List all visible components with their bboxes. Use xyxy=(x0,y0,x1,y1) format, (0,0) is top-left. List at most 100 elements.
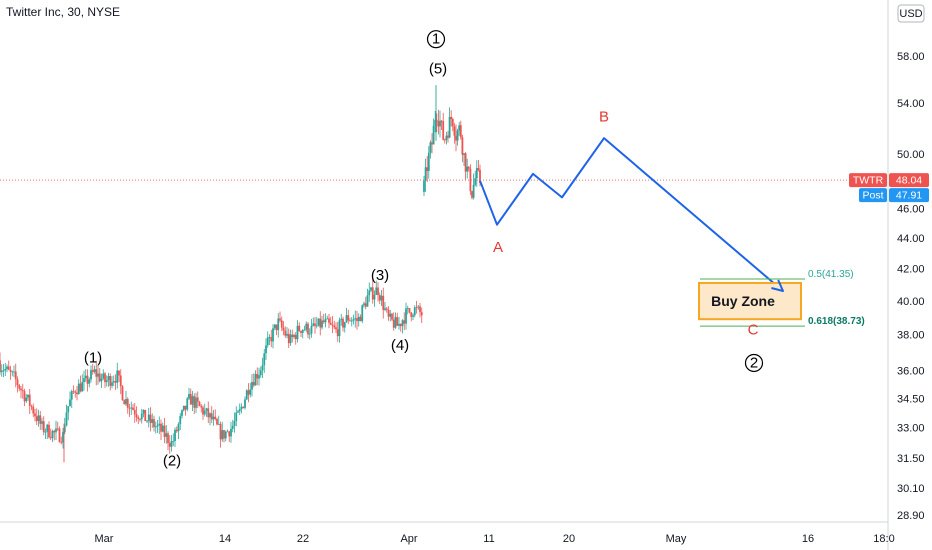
candle xyxy=(472,173,475,200)
candle xyxy=(156,419,159,433)
candle-body xyxy=(233,420,236,426)
candle-body xyxy=(471,191,473,198)
candle-body xyxy=(132,407,134,410)
candle-body xyxy=(140,413,143,420)
candle xyxy=(349,317,351,322)
candle xyxy=(450,110,453,127)
candle-body xyxy=(301,329,304,333)
currency-button-frame[interactable] xyxy=(897,4,925,23)
candle-body xyxy=(48,424,50,438)
candle-body xyxy=(275,324,278,331)
candle-body xyxy=(90,370,92,380)
candle-body xyxy=(151,419,154,423)
candle xyxy=(375,280,378,295)
candles-group xyxy=(0,85,481,463)
candle-body xyxy=(247,390,250,395)
candle-body xyxy=(364,303,367,307)
candle-body xyxy=(326,318,329,320)
candle-body xyxy=(121,386,124,401)
candle xyxy=(97,365,99,385)
buy-zone-box[interactable] xyxy=(698,281,802,321)
badge-twtr-value: 48.04 xyxy=(896,175,922,187)
candle-body xyxy=(321,320,323,328)
candle xyxy=(165,425,168,444)
candle-body xyxy=(466,166,469,172)
candle-body xyxy=(435,119,438,121)
candle-body xyxy=(46,424,49,432)
candle-body xyxy=(6,366,8,369)
candle-body xyxy=(410,312,413,317)
candle-body xyxy=(432,125,435,145)
candle-body xyxy=(102,373,105,379)
candle-body xyxy=(294,334,297,340)
candle-body xyxy=(214,416,217,419)
candle xyxy=(137,415,140,425)
candle xyxy=(342,316,344,332)
candle-body xyxy=(477,168,480,170)
candle-body xyxy=(251,381,253,390)
price-tick-9: 34.50 xyxy=(897,393,925,405)
candle xyxy=(4,363,7,377)
candle-body xyxy=(21,390,24,392)
candle-body xyxy=(135,414,138,418)
buy-zone-label: Buy Zone xyxy=(711,293,775,309)
candle xyxy=(329,316,332,326)
candle xyxy=(254,370,257,386)
candle xyxy=(55,420,57,441)
candle xyxy=(312,317,315,327)
candle xyxy=(370,286,372,292)
candle-body xyxy=(18,385,21,389)
candle xyxy=(435,113,438,133)
candle xyxy=(79,375,82,393)
badge-twtr-name: TWTR xyxy=(853,175,884,187)
candle xyxy=(34,408,36,422)
candle xyxy=(51,429,54,443)
wave-label-2: (2) xyxy=(163,452,181,469)
candle-body xyxy=(62,432,64,443)
candle-body xyxy=(314,323,316,326)
candle-body xyxy=(240,406,243,410)
candle-body xyxy=(324,319,327,323)
candle-body xyxy=(328,318,330,323)
wave-label-1: (1) xyxy=(84,350,102,367)
candle xyxy=(132,403,134,411)
candle xyxy=(123,399,126,405)
candle xyxy=(163,418,166,444)
candle xyxy=(44,428,47,440)
candle xyxy=(174,427,176,448)
candle-body xyxy=(23,391,26,402)
currency-button-label[interactable]: USD xyxy=(899,8,922,20)
price-tick-2: 50.00 xyxy=(897,149,925,161)
time-tick-7: 16 xyxy=(802,533,814,545)
candle xyxy=(118,370,120,383)
candle-body xyxy=(84,375,87,379)
candle xyxy=(240,403,243,414)
candle xyxy=(317,318,320,327)
time-tick-0: Mar xyxy=(95,533,114,545)
candle xyxy=(382,287,385,319)
projection-arrowhead xyxy=(771,279,784,293)
candle xyxy=(11,370,14,377)
candle xyxy=(212,409,215,426)
candle-body xyxy=(312,323,315,326)
candle-body xyxy=(74,391,77,393)
candle xyxy=(373,290,376,307)
currency-button[interactable]: USD xyxy=(897,4,925,23)
candle xyxy=(140,408,143,424)
fib-0.618-label: 0.618(38.73) xyxy=(808,316,865,327)
badge-post-name: Post xyxy=(862,190,883,202)
candle xyxy=(364,296,367,310)
candle-body xyxy=(55,428,57,433)
candle-body xyxy=(130,407,133,409)
candle xyxy=(119,369,122,395)
candle xyxy=(74,389,77,398)
candle xyxy=(420,307,423,324)
candle-body xyxy=(95,369,98,377)
candle xyxy=(195,392,197,413)
candle xyxy=(266,331,269,348)
candle-body xyxy=(30,405,33,407)
candle-body xyxy=(198,401,201,407)
candle-body xyxy=(259,370,262,376)
candle xyxy=(88,377,91,388)
